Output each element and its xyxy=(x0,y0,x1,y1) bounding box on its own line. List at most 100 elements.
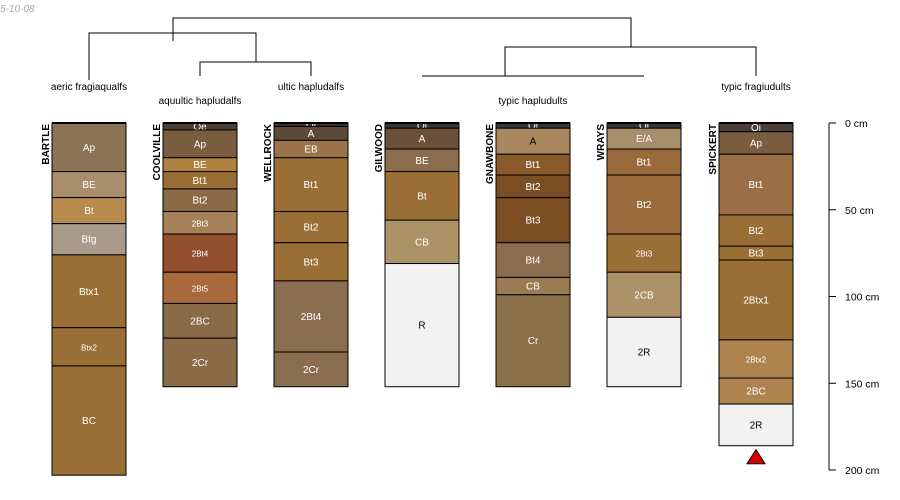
profile-name-bartle: BARTLE xyxy=(41,124,52,165)
horizon-label-wrays-4: 2Bt3 xyxy=(636,250,653,259)
profiles-group: BARTLE Ap BE Bt Btg Btx1 Btx2 BC COOLVILLE Oe Ap BE… xyxy=(41,120,794,476)
horizon-label-coolville-7: 2Bt5 xyxy=(192,284,209,293)
horizon-gnawbone-cr xyxy=(495,294,571,388)
horizon-coolville-2bt4 xyxy=(162,233,238,273)
depth-tick-label-150: 150 cm xyxy=(845,378,880,390)
horizon-label-wrays-3: Bt2 xyxy=(636,200,651,211)
horizon-label-wellrock-0: Oi xyxy=(306,120,316,131)
horizon-label-spickert-0: Oi xyxy=(751,123,761,134)
horizon-gilwood-cb xyxy=(384,219,460,265)
horizon-gilwood-r xyxy=(384,263,460,388)
horizon-gnawbone-bt3 xyxy=(495,197,571,244)
horizon-bartle-bc xyxy=(51,365,127,476)
horizon-spickert-2btx1 xyxy=(718,259,794,341)
horizon-label-wellrock-2: EB xyxy=(304,145,318,156)
horizon-label-bartle-5: Btx2 xyxy=(81,343,98,352)
horizon-coolville-ap xyxy=(162,129,238,159)
horizon-label-coolville-3: Bt1 xyxy=(192,176,207,187)
profile-name-wellrock: WELLROCK xyxy=(263,123,274,182)
horizon-label-gnawbone-2: Bt1 xyxy=(525,160,540,171)
horizon-label-wrays-2: Bt1 xyxy=(636,158,651,169)
horizon-spickert-2btx2 xyxy=(718,339,794,379)
horizon-label-gilwood-2: BE xyxy=(415,156,429,167)
horizon-label-gnawbone-0: Oi xyxy=(528,121,538,132)
taxon-aquultic-hapludalfs: aquultic hapludalfs xyxy=(159,96,242,107)
dendro-link-right xyxy=(504,46,757,76)
horizon-label-wellrock-1: A xyxy=(308,129,315,140)
horizon-bartle-ap xyxy=(51,122,127,173)
horizon-coolville-2bt5 xyxy=(162,271,238,304)
profile-gilwood: GILWOOD Oi A BE Bt CB R xyxy=(374,121,460,388)
horizon-label-coolville-1: Ap xyxy=(194,139,207,150)
taxon-ultic-hapludalfs: ultic hapludalfs xyxy=(278,82,344,93)
horizon-label-spickert-6: 2Btx2 xyxy=(746,355,767,364)
profile-name-spickert: SPICKERT xyxy=(708,124,719,175)
depth-tick-label-0: 0 cm xyxy=(845,118,868,130)
profile-spickert: SPICKERT Oi Ap Bt1 Bt2 Bt3 2Btx1 2Btx2 2BC 2R xyxy=(708,122,794,465)
depth-tick-label-50: 50 cm xyxy=(845,205,874,217)
horizon-label-wellrock-7: 2Cr xyxy=(303,365,320,376)
horizon-label-gilwood-0: Oi xyxy=(417,121,427,132)
horizon-spickert-2r xyxy=(718,403,794,447)
horizon-gnawbone-a xyxy=(495,127,571,155)
horizon-label-gnawbone-5: Bt4 xyxy=(525,256,540,267)
horizon-label-bartle-2: Bt xyxy=(84,206,94,217)
horizon-label-bartle-3: Btg xyxy=(81,235,96,246)
profile-gnawbone: GNAWBONE Oi A Bt1 Bt2 Bt3 Bt4 CB Cr xyxy=(485,121,571,388)
horizon-label-coolville-2: BE xyxy=(193,160,207,171)
horizon-label-spickert-3: Bt2 xyxy=(748,226,763,237)
horizon-label-wrays-6: 2R xyxy=(638,348,651,359)
dendro-link-root xyxy=(172,17,632,47)
horizon-label-wrays-0: Oi xyxy=(639,121,649,132)
horizon-label-spickert-7: 2BC xyxy=(746,387,765,398)
profile-coolville: COOLVILLE Oe Ap BE Bt1 Bt2 2Bt3 2Bt4 2Bt5 2BC 2Cr xyxy=(152,122,238,388)
date-stamp: 5-10-08 xyxy=(0,4,35,15)
horizon-label-coolville-8: 2BC xyxy=(190,316,209,327)
horizon-label-gnawbone-3: Bt2 xyxy=(525,182,540,193)
horizon-label-bartle-4: Btx1 xyxy=(79,287,99,298)
profile-name-wrays: WRAYS xyxy=(596,124,607,161)
dendro-link-alfs xyxy=(199,61,312,76)
horizon-label-spickert-8: 2R xyxy=(750,420,763,431)
horizon-label-wrays-5: 2CB xyxy=(634,290,654,301)
horizon-label-gilwood-5: R xyxy=(418,321,425,332)
horizon-gnawbone-bt4 xyxy=(495,242,571,278)
horizon-bartle-be xyxy=(51,171,127,199)
horizon-gilwood-bt xyxy=(384,171,460,221)
profile-wellrock: WELLROCK OiA EB Bt1 Bt2 Bt3 2Bt4 2Cr xyxy=(263,120,349,388)
horizon-label-coolville-5: 2Bt3 xyxy=(192,219,209,228)
horizon-label-wellrock-5: Bt3 xyxy=(303,257,318,268)
horizon-label-bartle-0: Ap xyxy=(83,143,96,154)
taxon-typic-hapludults: typic hapludults xyxy=(499,96,568,107)
horizon-wrays-bt2 xyxy=(606,174,682,235)
taxon-typic-fragiudults: typic fragiudults xyxy=(721,82,790,93)
profile-name-gnawbone: GNAWBONE xyxy=(485,124,496,184)
bedrock-marker-triangle xyxy=(746,448,766,465)
horizon-wellrock-2bt4 xyxy=(273,280,349,353)
horizon-bartle-bt xyxy=(51,197,127,225)
horizon-label-coolville-9: 2Cr xyxy=(192,358,209,369)
horizon-label-wellrock-4: Bt2 xyxy=(303,223,318,234)
horizon-label-wellrock-6: 2Bt4 xyxy=(301,312,322,323)
depth-tick-label-200: 200 cm xyxy=(845,465,880,477)
horizon-label-gnawbone-4: Bt3 xyxy=(525,216,540,227)
horizon-wellrock-2cr xyxy=(273,351,349,388)
horizon-label-spickert-5: 2Btx1 xyxy=(743,295,769,306)
horizon-label-gilwood-1: A xyxy=(419,134,426,145)
horizon-label-spickert-1: Ap xyxy=(750,138,763,149)
horizon-coolville-2cr xyxy=(162,337,238,388)
depth-tick-label-100: 100 cm xyxy=(845,292,880,304)
dendrogram xyxy=(88,17,757,80)
horizon-label-coolville-6: 2Bt4 xyxy=(192,250,209,259)
profile-name-gilwood: GILWOOD xyxy=(374,124,385,172)
profile-bartle: BARTLE Ap BE Bt Btg Btx1 Btx2 BC xyxy=(41,122,127,476)
horizon-wrays-2r xyxy=(606,316,682,388)
horizon-label-gnawbone-1: A xyxy=(530,137,537,148)
horizon-label-gnawbone-6: CB xyxy=(526,282,540,293)
horizon-wellrock-bt1 xyxy=(273,157,349,212)
depth-axis: 0 cm 50 cm 100 cm 150 cm 200 cm xyxy=(828,118,880,477)
horizon-spickert-bt2 xyxy=(718,214,794,247)
taxon-aeric-fragiaqualfs: aeric fragiaqualfs xyxy=(51,82,127,93)
